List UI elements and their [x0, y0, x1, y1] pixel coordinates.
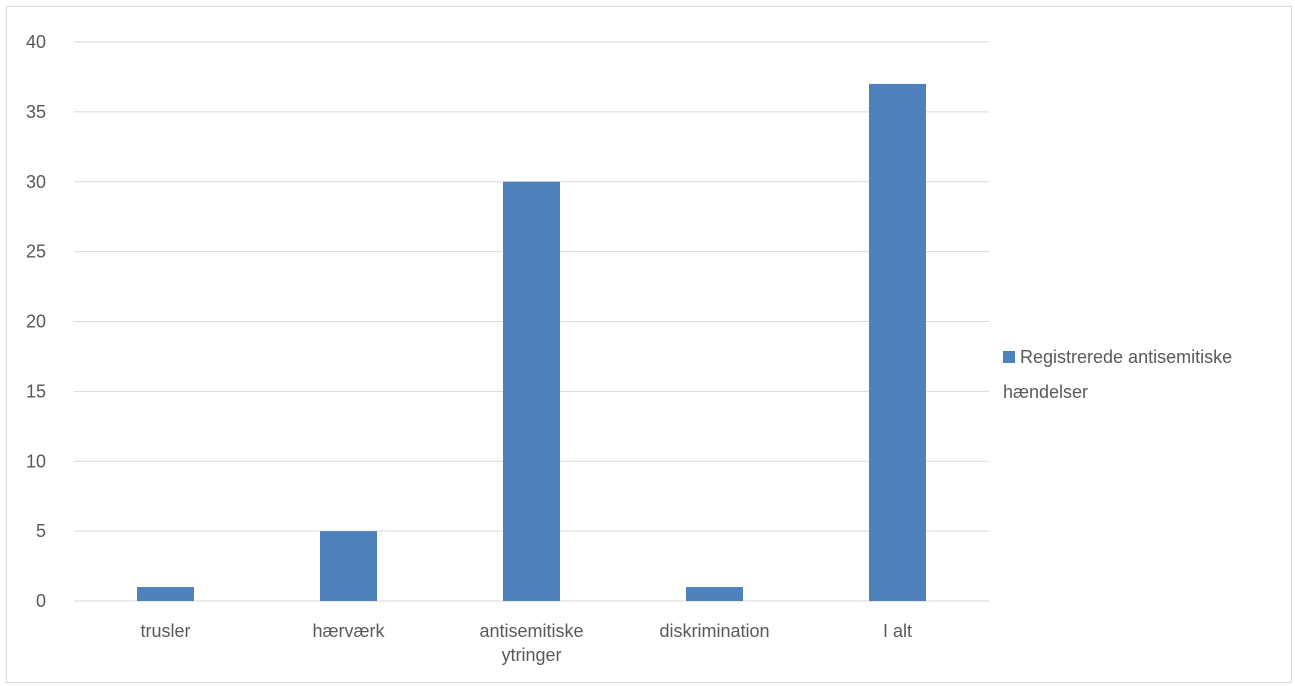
chart-frame: [6, 6, 1292, 683]
x-axis-tick-labels: trusler hærværk antisemitiske ytringer diskr…: [140, 621, 912, 665]
x-tick-label: ytringer: [501, 645, 561, 665]
x-tick-label: I alt: [883, 621, 912, 641]
y-tick-label: 30: [26, 172, 46, 192]
bar-2: [503, 181, 560, 601]
y-axis-tick-labels: 0 5 10 15 20 25 30 35 40: [26, 32, 46, 611]
x-tick-label: antisemitiske: [479, 621, 583, 641]
legend-label-line-1: Registrerede antisemitiske: [1020, 347, 1232, 367]
y-tick-label: 15: [26, 381, 46, 401]
y-tick-label: 35: [26, 102, 46, 122]
y-tick-label: 25: [26, 242, 46, 262]
y-tick-label: 40: [26, 32, 46, 52]
bar-4: [869, 83, 926, 602]
y-tick-label: 10: [26, 451, 46, 471]
x-tick-label: diskrimination: [659, 621, 769, 641]
x-tick-label: hærværk: [312, 621, 385, 641]
bar-3: [686, 587, 743, 601]
legend-label-line-2: hændelser: [1003, 382, 1088, 402]
x-tick-label: trusler: [140, 621, 190, 641]
legend-swatch: [1003, 351, 1015, 363]
y-tick-label: 0: [36, 591, 46, 611]
bar-1: [320, 531, 377, 601]
bar-0: [137, 587, 194, 601]
bars: [137, 83, 926, 602]
y-tick-label: 5: [36, 521, 46, 541]
legend: Registrerede antisemitiske hændelser: [1003, 347, 1232, 402]
y-tick-label: 20: [26, 312, 46, 332]
